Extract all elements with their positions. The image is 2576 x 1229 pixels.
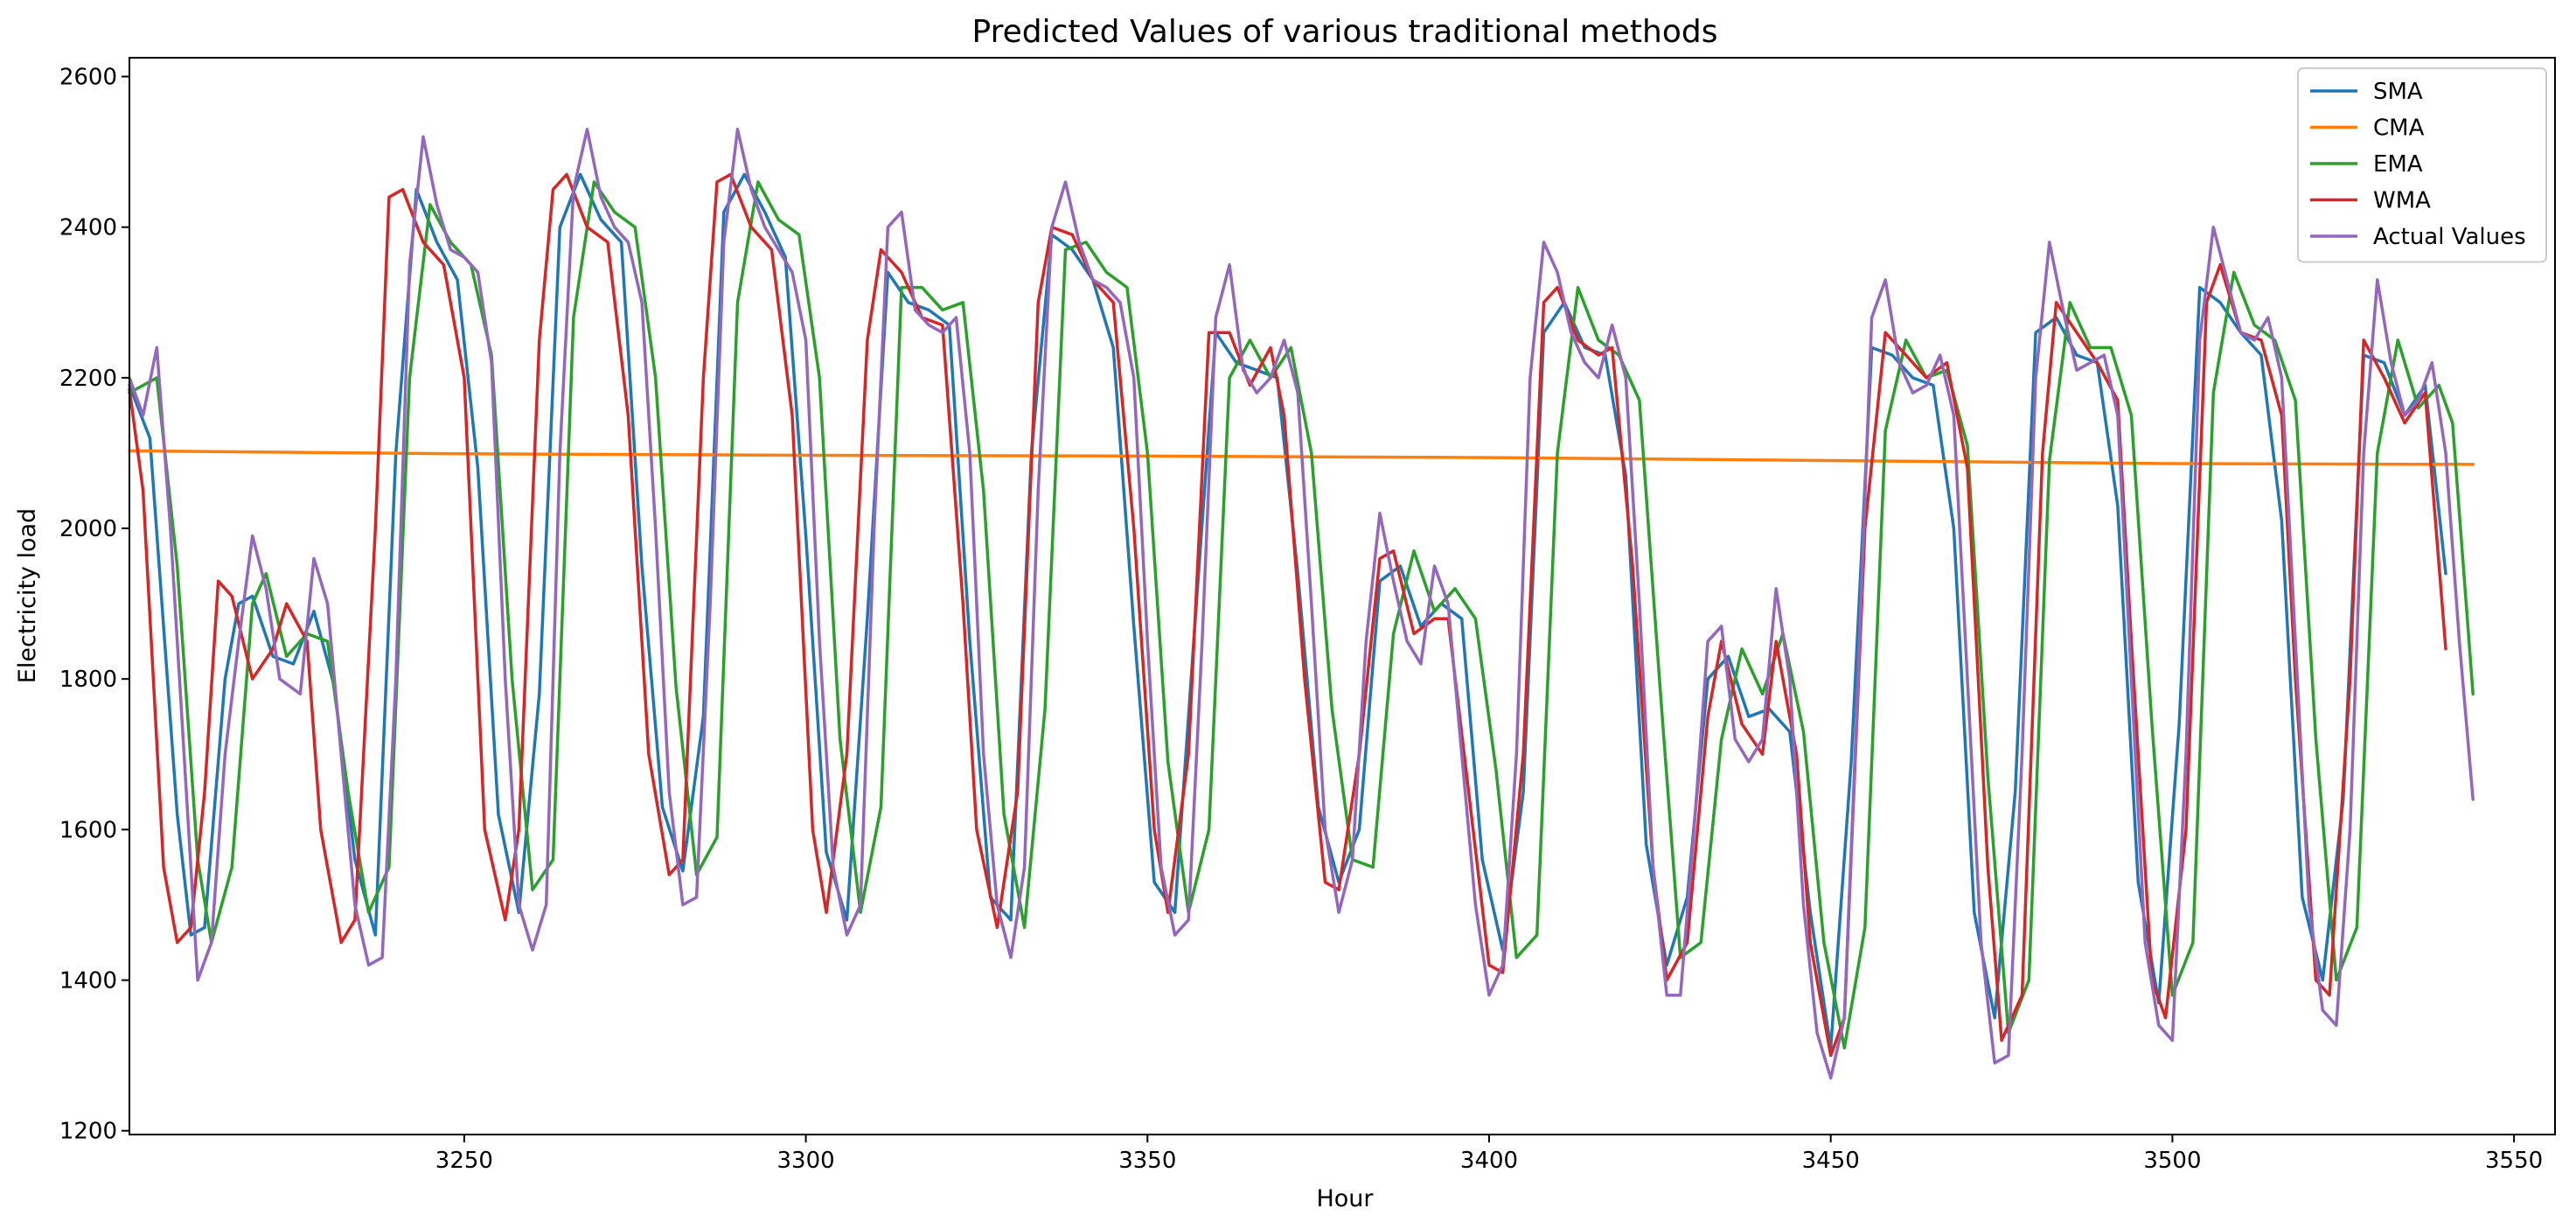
y-tick-label: 1400 xyxy=(59,968,117,995)
series-line-sma xyxy=(128,172,2447,1050)
legend: SMA CMA EMA WMA Actual Values xyxy=(2297,67,2547,263)
legend-label: EMA xyxy=(2373,151,2423,178)
legend-label: SMA xyxy=(2373,79,2423,105)
y-tick-label: 1800 xyxy=(59,667,117,693)
series-layer xyxy=(128,128,2475,1080)
chart-title: Predicted Values of various traditional … xyxy=(972,14,1718,50)
x-tick-label: 3350 xyxy=(1118,1148,1176,1174)
x-tick-label: 3550 xyxy=(2485,1148,2543,1174)
y-tick-label: 1200 xyxy=(59,1119,117,1145)
series-line-actual-values xyxy=(128,128,2475,1080)
y-axis: 1200 1400 1600 1800 2000 2200 2400 2600 xyxy=(59,65,129,1145)
x-tick-label: 3450 xyxy=(1802,1148,1860,1174)
y-axis-title: Electricity load xyxy=(14,508,41,683)
series-line-cma xyxy=(128,449,2475,466)
legend-label: WMA xyxy=(2373,188,2431,214)
x-axis: 3250 3300 3350 3400 3450 3500 3550 xyxy=(435,1135,2543,1174)
series-line-ema xyxy=(128,180,2475,1050)
plot-frame xyxy=(129,57,2556,1135)
y-tick-label: 2400 xyxy=(59,215,117,241)
x-tick-label: 3300 xyxy=(777,1148,835,1174)
y-tick-label: 2600 xyxy=(59,65,117,91)
x-tick-label: 3500 xyxy=(2143,1148,2201,1174)
y-tick-label: 1600 xyxy=(59,817,117,843)
x-tick-label: 3250 xyxy=(435,1148,493,1174)
x-axis-title: Hour xyxy=(1316,1185,1374,1212)
series-line-wma xyxy=(128,172,2447,1058)
legend-label: CMA xyxy=(2373,115,2425,142)
legend-box xyxy=(2297,67,2547,263)
x-tick-label: 3400 xyxy=(1460,1148,1518,1174)
y-tick-label: 2000 xyxy=(59,516,117,542)
y-tick-label: 2200 xyxy=(59,366,117,392)
legend-label: Actual Values xyxy=(2373,224,2526,250)
